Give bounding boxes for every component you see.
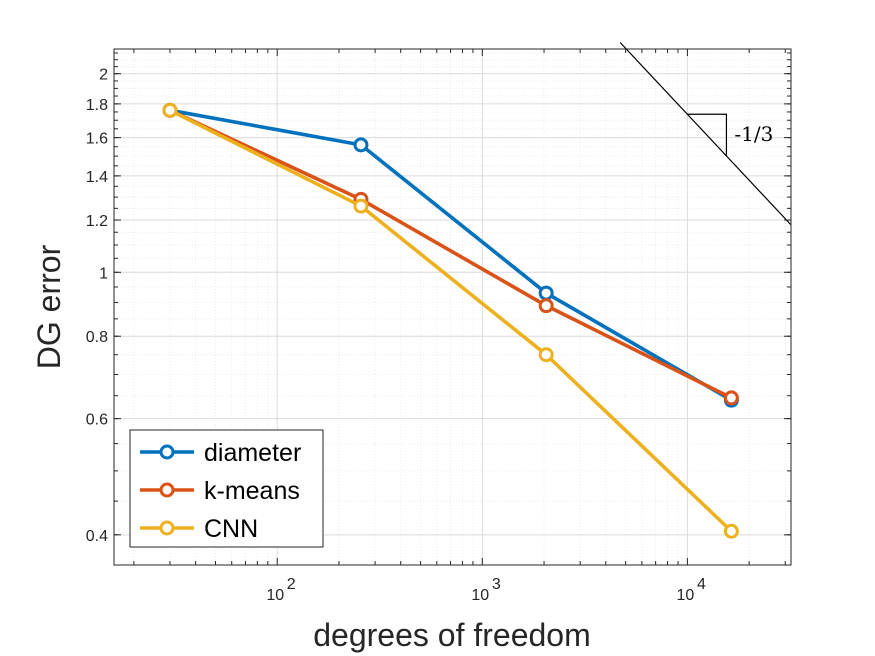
- x-axis-title: degrees of freedom: [313, 617, 591, 653]
- slope-annotation: -1/3: [619, 42, 792, 226]
- plot-frame: [113, 48, 792, 566]
- data-point-CNN: [162, 102, 178, 118]
- y-tick-label: 1.4: [86, 169, 108, 186]
- data-point-CNN: [538, 347, 554, 363]
- x-tick-label: 10: [471, 587, 489, 604]
- slope-label: -1/3: [734, 122, 773, 146]
- series-line-diameter: [168, 108, 734, 402]
- legend-label-k-means: k-means: [204, 477, 300, 505]
- x-tick-label: 10: [266, 587, 284, 604]
- data-point-k-means: [723, 390, 739, 406]
- major-grid: [114, 49, 791, 565]
- series-line-k-means: [168, 108, 734, 400]
- legend-marker-CNN: [159, 520, 175, 536]
- data-point-CNN: [353, 198, 369, 214]
- data-point-k-means: [538, 298, 554, 314]
- data-point-CNN: [723, 523, 739, 539]
- slope-reference-line: [619, 42, 792, 226]
- y-tick-label: 0.6: [86, 412, 108, 429]
- x-tick-label-exponent: 2: [287, 576, 296, 593]
- y-axis-title: DG error: [31, 244, 67, 369]
- y-tick-label: 1.2: [86, 213, 108, 230]
- axis-ticks: [114, 49, 791, 565]
- legend-marker-diameter: [159, 444, 175, 460]
- x-tick-label-exponent: 4: [697, 576, 706, 593]
- y-tick-label: 1: [99, 265, 108, 282]
- series-group: [162, 102, 739, 539]
- y-tick-label: 0.4: [86, 528, 108, 545]
- slope-triangle: [687, 113, 728, 156]
- x-tick-label: 10: [677, 587, 695, 604]
- y-tick-label: 2: [99, 67, 108, 84]
- series-line-CNN: [168, 108, 734, 534]
- data-point-diameter: [538, 285, 554, 301]
- legend: diameter k-means CNN: [129, 429, 324, 548]
- y-tick-label: 0.8: [86, 329, 108, 346]
- y-tick-label: 1.8: [86, 97, 108, 114]
- y-tick-label: 1.6: [86, 131, 108, 148]
- data-point-diameter: [353, 137, 369, 153]
- x-tick-label-exponent: 3: [492, 576, 501, 593]
- legend-marker-k-means: [159, 482, 175, 498]
- legend-label-CNN: CNN: [204, 515, 258, 543]
- legend-label-diameter: diameter: [204, 439, 301, 467]
